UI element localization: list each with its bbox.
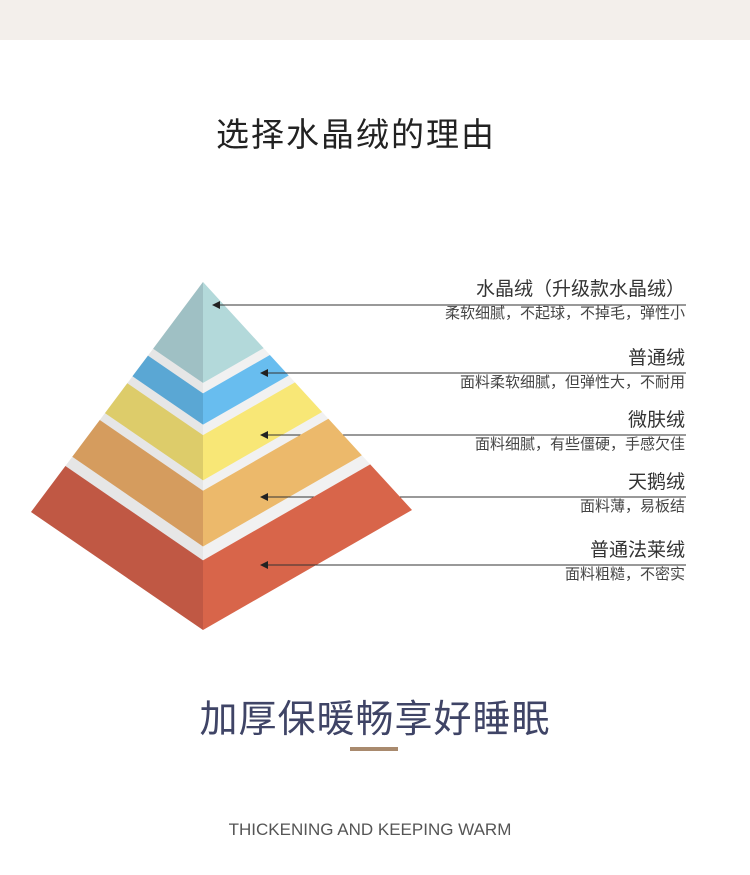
arrowhead-icon xyxy=(260,561,268,569)
arrowhead-icon xyxy=(260,431,268,439)
layer-description: 面料薄，易板结 xyxy=(579,497,685,515)
layer-label-4: 天鹅绒面料薄，易板结 xyxy=(580,471,685,515)
pyramid-layer-5-right-face xyxy=(203,464,412,630)
arrowhead-icon xyxy=(212,301,220,309)
layer-description: 面料粗糙，不密实 xyxy=(564,565,685,583)
pyramid-layer-3-left-face xyxy=(104,383,203,481)
layer-name: 水晶绒（升级款水晶绒） xyxy=(475,278,685,300)
layer-label-2: 普通绒面料柔软细腻，但弹性大，不耐用 xyxy=(460,347,685,391)
pyramid-layer-2-left-face xyxy=(132,355,203,425)
layer-name: 普通绒 xyxy=(627,347,685,369)
page-title: 选择水晶绒的理由 xyxy=(216,115,496,154)
layer-name: 微肤绒 xyxy=(627,409,685,431)
layer-label-1: 水晶绒（升级款水晶绒） 柔软细腻，不起球，不掉毛，弹性小 xyxy=(445,278,685,322)
layer-description: 面料细腻，有些僵硬，手感欠佳 xyxy=(474,435,685,453)
pyramid-layer-3-right-face xyxy=(203,382,323,481)
english-subtitle: THICKENING AND KEEPING WARM xyxy=(228,820,512,839)
layer-label-3: 微肤绒面料细腻，有些僵硬，手感欠佳 xyxy=(475,409,685,453)
pyramid-layer-4-right-face xyxy=(203,418,362,547)
layer-description: 柔软细腻，不起球，不掉毛，弹性小 xyxy=(444,304,685,322)
arrowhead-icon xyxy=(260,493,268,501)
accent-divider xyxy=(350,747,398,751)
layer-name: 天鹅绒 xyxy=(627,471,685,493)
slogan: 加厚保暖畅享好睡眠 xyxy=(199,697,551,741)
layer-description: 面料柔软细腻，但弹性大，不耐用 xyxy=(459,373,685,391)
pyramid-layer-1-left-face xyxy=(153,282,203,383)
arrowhead-icon xyxy=(260,369,268,377)
pyramid-layer-5-left-face xyxy=(31,466,203,630)
layer-name: 普通法莱绒 xyxy=(589,539,685,561)
pyramid-layer-4-left-face xyxy=(72,420,203,547)
top-banner-strip xyxy=(0,0,750,40)
layer-label-5: 普通法莱绒面料粗糙，不密实 xyxy=(565,539,685,583)
